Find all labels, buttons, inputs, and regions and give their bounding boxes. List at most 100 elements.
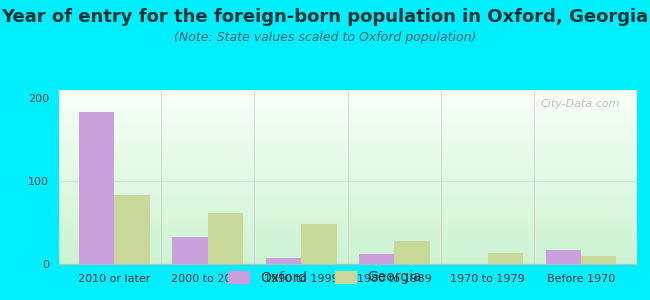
- Bar: [58, 146, 637, 147]
- Bar: [58, 228, 637, 229]
- Bar: [58, 181, 637, 182]
- Bar: [58, 244, 637, 245]
- Bar: [58, 238, 637, 239]
- Bar: [58, 136, 637, 137]
- Bar: [58, 140, 637, 141]
- Bar: [58, 134, 637, 135]
- Bar: [58, 155, 637, 156]
- Bar: [58, 186, 637, 187]
- Bar: [58, 94, 637, 95]
- Bar: [58, 234, 637, 235]
- Bar: [58, 232, 637, 233]
- Bar: [58, 92, 637, 93]
- Bar: [58, 132, 637, 133]
- Legend: Oxford, Georgia: Oxford, Georgia: [223, 265, 427, 290]
- Bar: [58, 167, 637, 168]
- Bar: [58, 156, 637, 157]
- Bar: [58, 246, 637, 247]
- Bar: [58, 162, 637, 163]
- Bar: [58, 178, 637, 179]
- Bar: [58, 206, 637, 207]
- Bar: [58, 235, 637, 236]
- Bar: [58, 209, 637, 210]
- Bar: [58, 223, 637, 224]
- Bar: [58, 247, 637, 248]
- Bar: [58, 202, 637, 203]
- Bar: [58, 108, 637, 109]
- Bar: [58, 143, 637, 144]
- Bar: [58, 175, 637, 176]
- Bar: [58, 211, 637, 212]
- Bar: [58, 166, 637, 167]
- Bar: [58, 219, 637, 220]
- Bar: [58, 144, 637, 145]
- Bar: [58, 99, 637, 100]
- Bar: [58, 173, 637, 174]
- Bar: [58, 245, 637, 246]
- Bar: [58, 262, 637, 263]
- Bar: [58, 119, 637, 120]
- Bar: [58, 239, 637, 240]
- Bar: [58, 122, 637, 123]
- Bar: [58, 103, 637, 104]
- Bar: [58, 126, 637, 127]
- Bar: [208, 213, 243, 264]
- Bar: [58, 218, 637, 219]
- Bar: [58, 107, 637, 108]
- Bar: [58, 111, 637, 112]
- Bar: [58, 182, 637, 183]
- Bar: [58, 98, 637, 99]
- Bar: [58, 123, 637, 124]
- Bar: [58, 207, 637, 208]
- Bar: [58, 190, 637, 191]
- Bar: [58, 101, 637, 102]
- Bar: [58, 164, 637, 165]
- Bar: [58, 135, 637, 136]
- Bar: [58, 198, 637, 199]
- Bar: [114, 195, 150, 264]
- Text: City-Data.com: City-Data.com: [540, 99, 619, 109]
- Bar: [58, 201, 637, 202]
- Bar: [58, 149, 637, 150]
- Bar: [58, 227, 637, 228]
- Bar: [58, 169, 637, 170]
- Bar: [58, 124, 637, 125]
- Bar: [58, 229, 637, 230]
- Bar: [58, 225, 637, 226]
- Bar: [58, 113, 637, 114]
- Bar: [58, 261, 637, 262]
- Bar: [58, 193, 637, 194]
- Bar: [79, 112, 114, 264]
- Bar: [58, 128, 637, 129]
- Bar: [58, 105, 637, 106]
- Bar: [58, 215, 637, 216]
- Bar: [58, 138, 637, 139]
- Bar: [58, 116, 637, 117]
- Bar: [545, 250, 581, 264]
- Bar: [58, 243, 637, 244]
- Bar: [58, 212, 637, 213]
- Bar: [58, 96, 637, 97]
- Bar: [58, 165, 637, 166]
- Bar: [58, 129, 637, 130]
- Bar: [58, 100, 637, 101]
- Bar: [58, 93, 637, 94]
- Bar: [58, 260, 637, 261]
- Bar: [58, 115, 637, 116]
- Bar: [58, 199, 637, 200]
- Bar: [58, 256, 637, 257]
- Bar: [58, 179, 637, 180]
- Bar: [58, 224, 637, 225]
- Bar: [58, 258, 637, 259]
- Bar: [58, 251, 637, 252]
- Bar: [58, 100, 637, 101]
- Bar: [58, 117, 637, 118]
- Bar: [58, 161, 637, 162]
- Bar: [58, 184, 637, 185]
- Bar: [58, 148, 637, 149]
- Bar: [58, 110, 637, 111]
- Bar: [58, 216, 637, 217]
- Bar: [58, 153, 637, 154]
- Bar: [58, 163, 637, 164]
- Bar: [58, 226, 637, 227]
